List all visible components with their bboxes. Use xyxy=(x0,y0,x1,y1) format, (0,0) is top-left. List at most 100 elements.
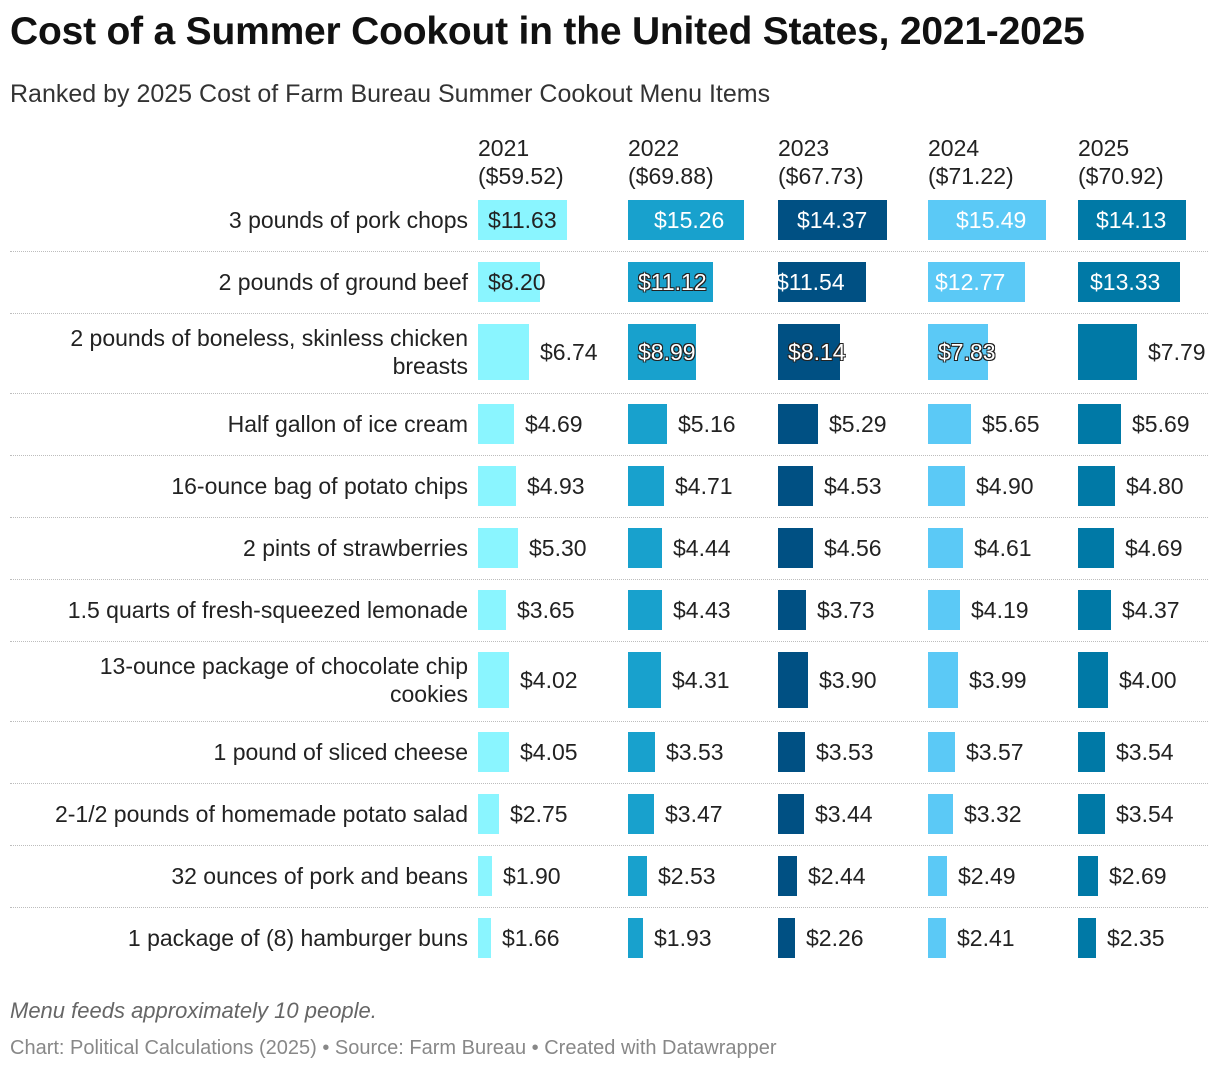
bar xyxy=(928,528,963,568)
column-total: ($59.52) xyxy=(478,163,564,189)
value-label: $14.37 xyxy=(797,207,868,233)
bar xyxy=(778,528,813,568)
column-year: 2022 xyxy=(628,135,680,161)
row-label: 16-ounce bag of potato chips xyxy=(171,473,468,499)
bar xyxy=(778,590,806,630)
bar xyxy=(778,466,813,506)
column-header-2024: 2024 ($71.22) xyxy=(928,134,1014,190)
value-label: $15.26 xyxy=(654,207,725,233)
bar xyxy=(928,466,965,506)
row-separator xyxy=(10,721,1208,722)
bar xyxy=(628,590,662,630)
value-label: $5.30 xyxy=(529,535,587,561)
bar xyxy=(478,652,509,708)
value-label: $5.65 xyxy=(982,411,1040,437)
bar xyxy=(778,200,887,240)
bar xyxy=(778,856,797,896)
row-separator xyxy=(10,907,1208,908)
value-label: $3.53 xyxy=(816,739,874,765)
value-label: $4.44 xyxy=(673,535,731,561)
bar xyxy=(928,404,971,444)
column-header-2023: 2023 ($67.73) xyxy=(778,134,864,190)
column-total: ($70.92) xyxy=(1078,163,1164,189)
value-label: $2.75 xyxy=(510,801,568,827)
value-label: $6.74 xyxy=(540,339,598,365)
bar xyxy=(928,732,955,772)
row-separator xyxy=(10,783,1208,784)
value-label: $4.53 xyxy=(824,473,882,499)
bar xyxy=(478,200,567,240)
value-label: $1.90 xyxy=(503,863,561,889)
bar xyxy=(1078,856,1098,896)
value-label: $3.90 xyxy=(819,667,877,693)
bar xyxy=(1078,262,1180,302)
value-label: $4.02 xyxy=(520,667,578,693)
bar xyxy=(478,918,491,958)
bar xyxy=(478,528,518,568)
bar xyxy=(478,262,540,302)
bar xyxy=(628,794,654,834)
value-label: $5.69 xyxy=(1132,411,1190,437)
value-label: $4.43 xyxy=(673,597,731,623)
value-label: $4.93 xyxy=(527,473,585,499)
bar xyxy=(478,732,509,772)
value-label: $5.16 xyxy=(678,411,736,437)
value-label: $4.69 xyxy=(1125,535,1183,561)
value-label: $14.13 xyxy=(1096,207,1167,233)
value-label: $3.53 xyxy=(666,739,724,765)
bar xyxy=(928,856,947,896)
value-label: $3.73 xyxy=(817,597,875,623)
row-separator xyxy=(10,251,1208,252)
value-label: $1.66 xyxy=(502,925,560,951)
bar xyxy=(1078,404,1121,444)
value-label: $11.63 xyxy=(488,207,557,233)
row-label: 1 package of (8) hamburger buns xyxy=(127,925,468,951)
bar xyxy=(778,324,840,380)
bar xyxy=(1078,918,1096,958)
bar xyxy=(928,200,1046,240)
bar xyxy=(1078,794,1105,834)
row-separator xyxy=(10,579,1208,580)
value-label: $4.00 xyxy=(1119,667,1177,693)
bar xyxy=(1078,732,1105,772)
row-label: Half gallon of ice cream xyxy=(227,411,468,437)
column-total: ($69.88) xyxy=(628,163,714,189)
bar xyxy=(1078,466,1115,506)
value-label: $8.99 xyxy=(638,339,696,365)
value-label: $11.54 xyxy=(776,269,845,295)
value-label: $3.54 xyxy=(1116,801,1174,827)
value-label: $3.99 xyxy=(969,667,1027,693)
row-label: 2-1/2 pounds of homemade potato salad xyxy=(54,801,468,827)
row-label: 3 pounds of pork chops xyxy=(228,207,468,233)
bar xyxy=(628,324,696,380)
bar xyxy=(928,794,953,834)
value-label: $7.83 xyxy=(938,339,996,365)
value-label: $8.14 xyxy=(788,339,846,365)
column-total: ($67.73) xyxy=(778,163,864,189)
row-label: 13-ounce package of chocolate chip cooki… xyxy=(99,653,468,707)
value-label: $4.61 xyxy=(974,535,1032,561)
bar xyxy=(478,404,514,444)
bar xyxy=(478,856,492,896)
value-label: $2.53 xyxy=(658,863,716,889)
value-label: $4.37 xyxy=(1122,597,1180,623)
column-header-2021: 2021 ($59.52) xyxy=(478,134,564,190)
chart-subtitle: Ranked by 2025 Cost of Farm Bureau Summe… xyxy=(10,80,771,108)
chart-title: Cost of a Summer Cookout in the United S… xyxy=(10,10,1085,53)
row-separator xyxy=(10,313,1208,314)
value-label: $2.41 xyxy=(957,925,1015,951)
value-label: $4.80 xyxy=(1126,473,1184,499)
bar xyxy=(628,404,667,444)
bar xyxy=(928,324,988,380)
bar xyxy=(778,404,818,444)
bar xyxy=(1078,324,1137,380)
value-label: $3.65 xyxy=(517,597,575,623)
bar xyxy=(928,262,1025,302)
column-header-2022: 2022 ($69.88) xyxy=(628,134,714,190)
row-separator xyxy=(10,455,1208,456)
bar xyxy=(1078,590,1111,630)
bar xyxy=(628,262,713,302)
value-label: $2.35 xyxy=(1107,925,1165,951)
row-separator xyxy=(10,641,1208,642)
